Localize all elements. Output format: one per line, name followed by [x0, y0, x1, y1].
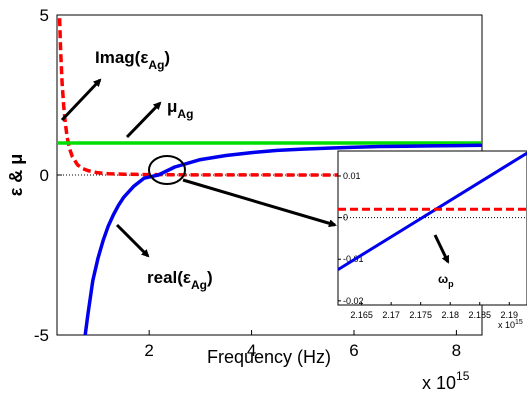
inset-multiplier-exp: 15	[515, 319, 523, 326]
zoom-arrow	[182, 178, 337, 228]
svg-text:x 1015: x 1015	[422, 369, 470, 393]
x-tick-label: 6	[349, 341, 358, 360]
y-axis-label: ε & μ	[6, 154, 26, 197]
svg-text:real(εAg): real(εAg)	[147, 268, 213, 292]
y-tick-label: -5	[34, 326, 49, 345]
x-axis-multiplier: x 1015	[422, 369, 470, 393]
inset-real-eps-line	[337, 151, 527, 271]
inset-x-tick-label: 2.175	[409, 310, 432, 320]
arrow-mu	[125, 101, 162, 139]
inset-series	[337, 151, 527, 271]
svg-text:μAg: μAg	[167, 97, 193, 121]
inset-x-tick-label: 2.185	[468, 310, 491, 320]
x-tick-label: 2	[144, 341, 153, 360]
annotation-mu: μAg	[125, 97, 193, 139]
inset-x-tick-label: 2.17	[382, 310, 400, 320]
inset-x-tick-label: 2.165	[350, 310, 373, 320]
x-multiplier-exp: 15	[456, 369, 470, 383]
inset-multiplier-base: x 10	[498, 320, 515, 330]
inset-y-tick-label: 0	[343, 213, 348, 223]
inset-y-tick-label: 0.01	[343, 171, 361, 181]
inset-annotation-omega-p: ωp	[433, 234, 454, 289]
inset-x-multiplier: x 1015	[498, 319, 523, 330]
y-tick-label: 5	[40, 6, 49, 25]
series-real-eps-line	[83, 143, 483, 336]
svg-text:x 1015: x 1015	[498, 319, 523, 330]
y-tick-label: 0	[40, 166, 49, 185]
annotation-real-eps: real(εAg)	[115, 223, 213, 292]
x-multiplier-base: x 10	[422, 373, 456, 393]
arrow-real	[115, 223, 150, 258]
x-axis-label: Frequency (Hz)	[207, 347, 331, 367]
annotation-imag-eps: Imag(εAg)	[60, 48, 170, 122]
inset-x-tick-label: 2.19	[501, 310, 519, 320]
arrow-omega	[433, 234, 450, 264]
svg-text:Imag(εAg): Imag(εAg)	[95, 48, 170, 72]
arrow-imag	[60, 78, 102, 122]
zoom-circle	[148, 155, 186, 185]
x-tick-label: 4	[247, 341, 256, 360]
x-tick-label: 8	[452, 341, 461, 360]
svg-text:ωp: ωp	[438, 272, 454, 289]
inset-x-tick-label: 2.18	[441, 310, 459, 320]
inset-y-tick-label: -0.02	[343, 296, 364, 306]
inset-plot-area	[337, 150, 527, 306]
